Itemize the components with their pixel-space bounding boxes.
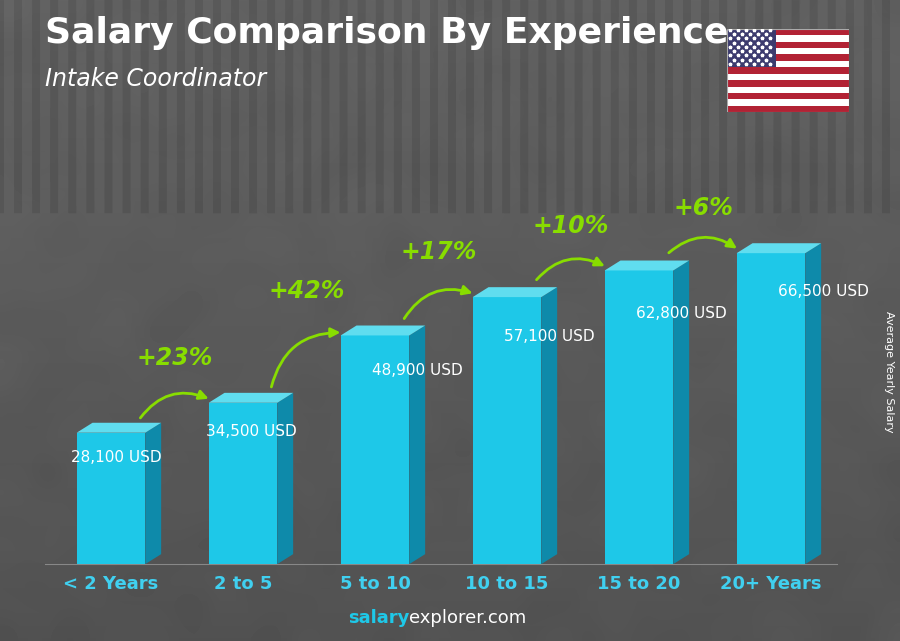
Text: 66,500 USD: 66,500 USD	[778, 284, 868, 299]
Bar	[727, 29, 776, 67]
Bar	[727, 61, 849, 67]
Bar	[727, 93, 849, 99]
Polygon shape	[209, 403, 277, 564]
Polygon shape	[76, 433, 145, 564]
Bar	[727, 42, 849, 48]
Polygon shape	[673, 260, 689, 564]
Polygon shape	[472, 287, 557, 297]
Polygon shape	[541, 287, 557, 564]
Text: 57,100 USD: 57,100 USD	[504, 329, 595, 344]
Text: +10%: +10%	[533, 213, 609, 238]
Polygon shape	[341, 326, 425, 335]
Bar	[727, 48, 849, 54]
Bar	[727, 54, 849, 61]
Bar	[727, 67, 849, 74]
Text: 62,800 USD: 62,800 USD	[636, 306, 727, 320]
Text: 48,900 USD: 48,900 USD	[373, 363, 464, 378]
Bar	[727, 74, 849, 80]
Text: +6%: +6%	[673, 196, 733, 221]
Polygon shape	[605, 260, 689, 271]
Bar	[727, 87, 849, 93]
Polygon shape	[605, 271, 673, 564]
Polygon shape	[145, 423, 161, 564]
Text: +23%: +23%	[137, 346, 213, 370]
Text: Intake Coordinator: Intake Coordinator	[45, 67, 266, 91]
Polygon shape	[806, 243, 821, 564]
Polygon shape	[737, 253, 806, 564]
Polygon shape	[472, 297, 541, 564]
Polygon shape	[76, 423, 161, 433]
Polygon shape	[410, 326, 425, 564]
Text: salary: salary	[348, 609, 410, 627]
Bar	[727, 80, 849, 87]
Polygon shape	[341, 335, 410, 564]
Text: 34,500 USD: 34,500 USD	[206, 424, 297, 438]
Bar	[727, 29, 849, 35]
Bar	[727, 106, 849, 112]
Text: 28,100 USD: 28,100 USD	[71, 450, 162, 465]
Text: Average Yearly Salary: Average Yearly Salary	[884, 311, 894, 433]
Bar	[727, 35, 849, 42]
Text: +17%: +17%	[400, 240, 477, 264]
Polygon shape	[277, 393, 293, 564]
Polygon shape	[209, 393, 293, 403]
Bar	[727, 99, 849, 106]
Text: +42%: +42%	[269, 279, 346, 303]
Text: explorer.com: explorer.com	[410, 609, 526, 627]
Polygon shape	[737, 243, 821, 253]
Text: Salary Comparison By Experience: Salary Comparison By Experience	[45, 16, 728, 50]
